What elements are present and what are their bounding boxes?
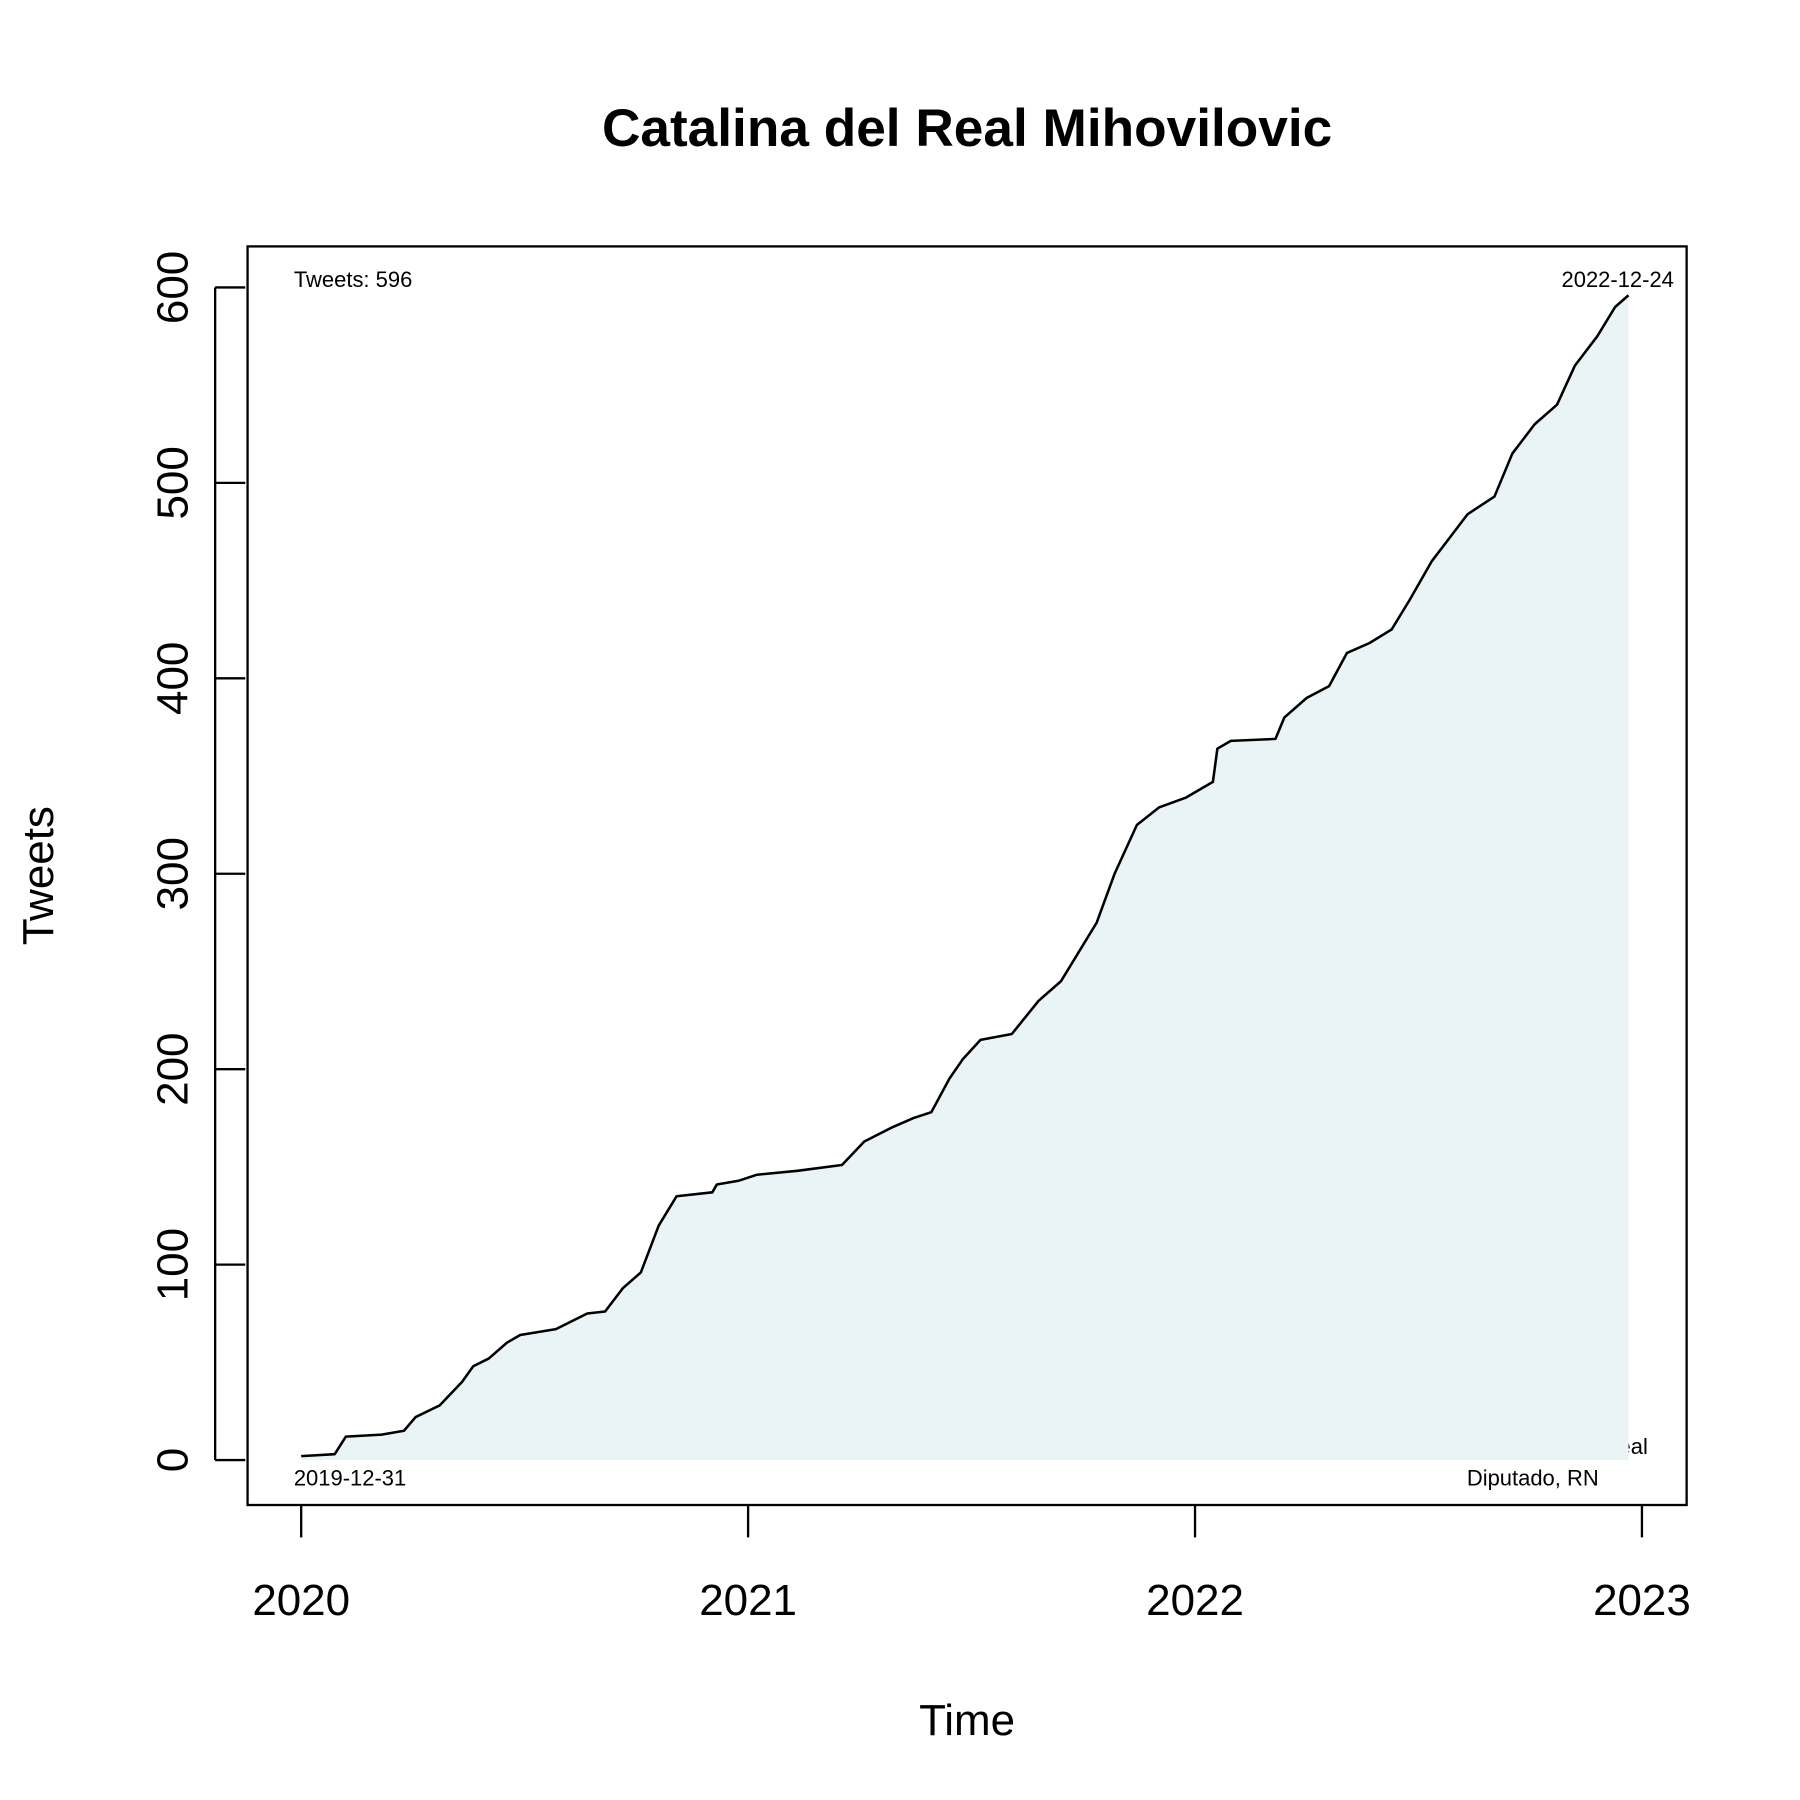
x-tick-label: 2023 xyxy=(1593,1576,1691,1625)
plot-frame xyxy=(246,245,1688,1507)
y-tick-label: 500 xyxy=(148,446,197,519)
y-tick-label: 200 xyxy=(148,1033,197,1106)
annotation: Tweets: 596 xyxy=(294,267,412,292)
line xyxy=(301,294,1630,1458)
y-tick-label: 400 xyxy=(148,642,197,715)
annotation: 2019-12-31 xyxy=(294,1465,406,1490)
x-tick-label: 2020 xyxy=(252,1576,350,1625)
y-tick-label: 300 xyxy=(148,837,197,910)
y-axis-label: Tweets xyxy=(14,806,63,945)
y-tick-label: 0 xyxy=(148,1448,197,1472)
y-tick-label: 100 xyxy=(148,1228,197,1301)
x-tick-label: 2022 xyxy=(1146,1576,1244,1625)
chart-title: Catalina del Real Mihovilovic xyxy=(602,99,1332,158)
annotation: Diputado, RN xyxy=(1467,1465,1599,1490)
x-tick-label: 2021 xyxy=(699,1576,797,1625)
x-axis-label: Time xyxy=(919,1696,1015,1745)
y-tick-label: 600 xyxy=(148,251,197,324)
annotation: 2022-12-24 xyxy=(1562,267,1674,292)
area xyxy=(301,295,1629,1461)
